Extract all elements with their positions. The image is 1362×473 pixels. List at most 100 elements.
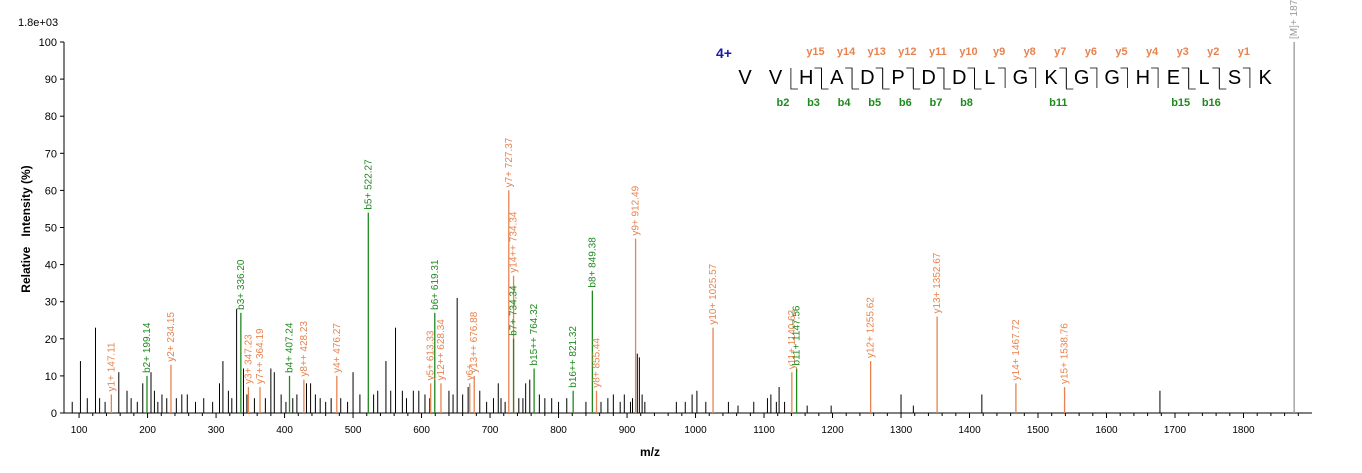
b-ion-label: b8+ 849.38 <box>587 237 598 288</box>
sequence-residue: D <box>952 67 966 89</box>
axes: 0 10 20 30 40 50 60 70 80 90 100 100 200 300 400 500 600… <box>39 37 1312 436</box>
b-ion-label: b7+ 734.34 <box>509 285 520 336</box>
x-tick-label: 1300 <box>890 425 913 436</box>
sequence-residue: L <box>1198 67 1209 89</box>
sequence-residue: P <box>891 67 904 89</box>
y-fragment-mark <box>1151 67 1159 88</box>
b-fragment-mark <box>882 68 890 90</box>
x-tick-label: 1800 <box>1232 425 1255 436</box>
b-fragment-mark <box>943 68 951 90</box>
y-fragment-label: y1 <box>1238 46 1250 58</box>
y-fragment-mark <box>936 67 945 88</box>
y-ion-label: y2+ 234.15 <box>166 312 177 362</box>
b-fragment-label: b4 <box>838 97 852 109</box>
y-ion-label: y8++ 428.23 <box>299 321 310 377</box>
y-fragment-mark <box>845 67 853 88</box>
sequence-residue: G <box>1074 67 1090 89</box>
b-fragment-label: b5 <box>868 97 881 109</box>
y-fragment-label: y10 <box>959 46 977 58</box>
y-ion-label: y10+ 1025.57 <box>708 263 719 324</box>
y-tick-label: 40 <box>45 260 57 272</box>
y-fragment-label: y12 <box>898 46 916 58</box>
y-fragment-label: y6 <box>1085 46 1097 58</box>
b-ion-label: b6+ 619.31 <box>430 259 441 310</box>
y-ion-label: y6+ <box>465 364 476 381</box>
y-ion-label: y3+ 347.23 <box>243 334 254 384</box>
y-fragment-mark <box>967 67 975 88</box>
y-ion-label: y12+ 1255.62 <box>866 297 877 358</box>
x-tick-label: 1500 <box>1027 425 1050 436</box>
precursor-ion-label: [M]+ 1873.95 <box>1289 0 1300 39</box>
charge-state-label: 4+ <box>716 45 732 61</box>
b-ion-label: b4+ 407.24 <box>285 322 296 373</box>
sequence-residue: G <box>1013 67 1029 89</box>
sequence-residue: S <box>1228 67 1241 89</box>
y-ion-label: y13++ 676.88 <box>469 311 480 373</box>
y-ion-label: y14++ 734.34 <box>509 211 520 273</box>
x-tick-label: 300 <box>208 425 225 436</box>
peak-labels: y1+ 147.11 b2+ 199.14 y2+ 234.15 b3+ 336.20… <box>106 0 1300 391</box>
y-tick-label: 20 <box>45 334 57 346</box>
b-fragment-mark <box>790 68 798 90</box>
x-tick-label: 700 <box>482 425 499 436</box>
b-fragment-label: b3 <box>807 97 820 109</box>
x-tick-label: 1600 <box>1095 425 1118 436</box>
y-fragment-mark <box>998 67 1006 88</box>
x-tick-label: 100 <box>71 425 88 436</box>
y-fragment-mark <box>814 67 822 88</box>
y-tick-label: 30 <box>45 297 57 309</box>
b-fragment-label: b11 <box>1049 97 1067 109</box>
y-ion-label: y15+ 1538.76 <box>1060 323 1071 384</box>
b-fragment-mark <box>821 68 829 90</box>
y-tick-label: 60 <box>45 185 57 197</box>
max-intensity-label: 1.8e+03 <box>18 17 58 29</box>
y-fragment-label: y11 <box>929 46 947 58</box>
y-fragment-label: y4 <box>1146 46 1159 58</box>
y-fragment-mark <box>906 67 914 88</box>
sequence-residue: K <box>1044 67 1058 89</box>
y-fragment-mark <box>1028 67 1037 88</box>
y-ion-label: y5+ 613.33 <box>426 330 437 380</box>
b-fragment-label: b6 <box>899 97 912 109</box>
y-ion-label: y14+ 1467.72 <box>1011 319 1022 380</box>
b-fragment-label: b15 <box>1171 97 1190 109</box>
y-ion-label: y7++ 364.19 <box>255 328 266 384</box>
y-ion-label: y11+ 1140.63 <box>787 309 798 369</box>
b-fragment-mark <box>1188 68 1196 90</box>
y-tick-label: 50 <box>45 223 57 235</box>
y-fragment-mark <box>875 67 884 88</box>
x-tick-label: 200 <box>139 425 156 436</box>
x-axis-title: m/z <box>640 445 660 459</box>
y-ion-label: y13+ 1352.67 <box>932 252 943 313</box>
y-tick-label: 100 <box>39 37 57 49</box>
y-fragment-mark <box>1089 67 1098 88</box>
x-tick-label: 1100 <box>753 425 775 436</box>
sequence-residue: D <box>860 67 874 89</box>
b-ion-label: b15++ 764.32 <box>529 303 540 365</box>
b-fragment-label: b16 <box>1202 97 1221 109</box>
b-ion-label: b16++ 821.32 <box>568 326 579 388</box>
x-tick-label: 600 <box>413 425 430 436</box>
y-fragment-mark <box>1120 67 1128 88</box>
b-fragment-mark <box>912 68 921 90</box>
y-fragment-mark <box>1212 67 1220 88</box>
b-fragment-mark <box>1065 68 1074 90</box>
b-ion-label: b5+ 522.27 <box>363 159 374 210</box>
y-fragment-label: y2 <box>1207 46 1219 58</box>
sequence-residue: L <box>984 67 995 89</box>
y-tick-label: 90 <box>45 74 57 86</box>
x-tick-label: 500 <box>345 425 362 436</box>
y-fragment-label: y7 <box>1054 46 1066 58</box>
y-fragment-mark <box>1059 67 1067 88</box>
x-tick-label: 900 <box>619 425 636 436</box>
y-fragment-label: y15 <box>806 46 824 58</box>
y-tick-label: 10 <box>45 371 57 383</box>
y-ion-label: y1+ 147.11 <box>106 342 117 391</box>
x-tick-label: 800 <box>550 425 567 436</box>
sequence-residue: G <box>1104 67 1120 89</box>
y-fragment-label: y5 <box>1115 46 1127 58</box>
sequence-residue: K <box>1259 67 1273 89</box>
b-fragment-label: b2 <box>776 97 789 109</box>
y-ion-label: y9+ 912.49 <box>631 185 642 235</box>
